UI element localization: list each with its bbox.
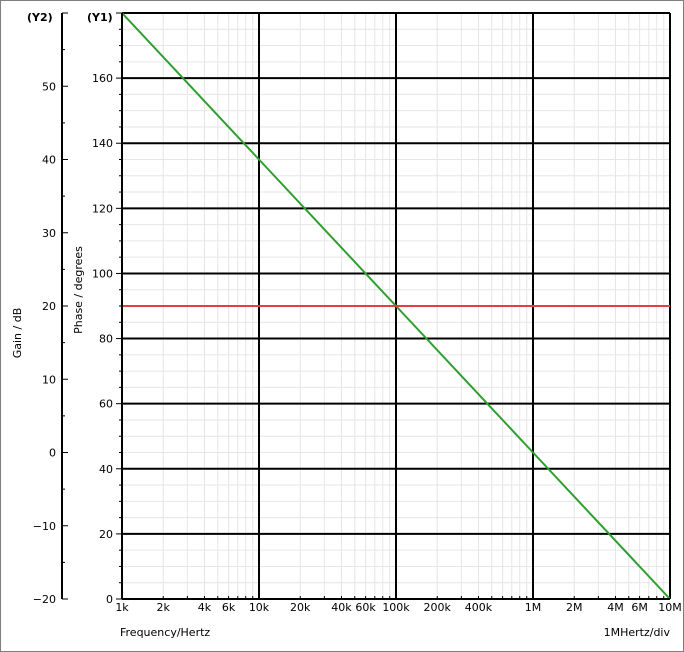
- y1-tick-label: 100: [92, 267, 113, 280]
- y2-tick-label: 0: [49, 447, 56, 460]
- x-tick-label: 6M: [631, 601, 648, 614]
- x-tick-label: 200k: [424, 601, 452, 614]
- y2-tick-label: 40: [42, 154, 56, 167]
- y2-tick-label: 20: [42, 300, 56, 313]
- x-tick-label: 1k: [115, 601, 129, 614]
- x-tick-label: 1M: [525, 601, 542, 614]
- y1-tick-label: 20: [99, 528, 113, 541]
- x-axis: 1k 2k 4k 6k 10k 20k 40k 60k 100k 200k 400k 1M 2M 4M 6M…: [115, 593, 682, 614]
- y2-axis: −20 −10 0 10 20 30 40 50: [33, 12, 68, 606]
- x-div-label: 1MHertz/div: [604, 626, 671, 639]
- y1-tick-label: 60: [99, 398, 113, 411]
- x-tick-label: 4M: [607, 601, 624, 614]
- y1-axis: 0 20 40 60 80 100 120 140 160: [92, 12, 123, 606]
- y1-tick-label: 0: [106, 593, 113, 606]
- x-tick-label: 20k: [290, 601, 311, 614]
- x-tick-label: 100k: [382, 601, 410, 614]
- x-tick-label: 40k: [331, 601, 352, 614]
- x-tick-label: 6k: [222, 601, 236, 614]
- x-tick-label: 60k: [355, 601, 376, 614]
- x-tick-label: 10M: [658, 601, 682, 614]
- y2-axis-tag: (Y2): [27, 11, 53, 24]
- y2-tick-label: −10: [33, 520, 56, 533]
- y2-tick-label: 50: [42, 80, 56, 93]
- series-layer: [121, 12, 671, 600]
- y1-tick-label: 40: [99, 463, 113, 476]
- x-tick-label: 2M: [566, 601, 583, 614]
- x-tick-label: 2k: [157, 601, 171, 614]
- x-tick-label: 400k: [465, 601, 493, 614]
- y1-axis-label: Phase / degrees: [72, 246, 85, 334]
- y1-tick-label: 160: [92, 72, 113, 85]
- y2-tick-label: −20: [33, 593, 56, 606]
- y2-axis-label: Gain / dB: [11, 308, 24, 359]
- y1-tick-label: 120: [92, 202, 113, 215]
- x-tick-label: 4k: [198, 601, 212, 614]
- y2-tick-label: 30: [42, 227, 56, 240]
- y1-axis-tag: (Y1): [87, 11, 113, 24]
- y1-tick-label: 140: [92, 137, 113, 150]
- y2-tick-label: 10: [42, 373, 56, 386]
- x-tick-label: 10k: [249, 601, 270, 614]
- x-axis-label: Frequency/Hertz: [120, 626, 210, 639]
- y1-tick-label: 80: [99, 333, 113, 346]
